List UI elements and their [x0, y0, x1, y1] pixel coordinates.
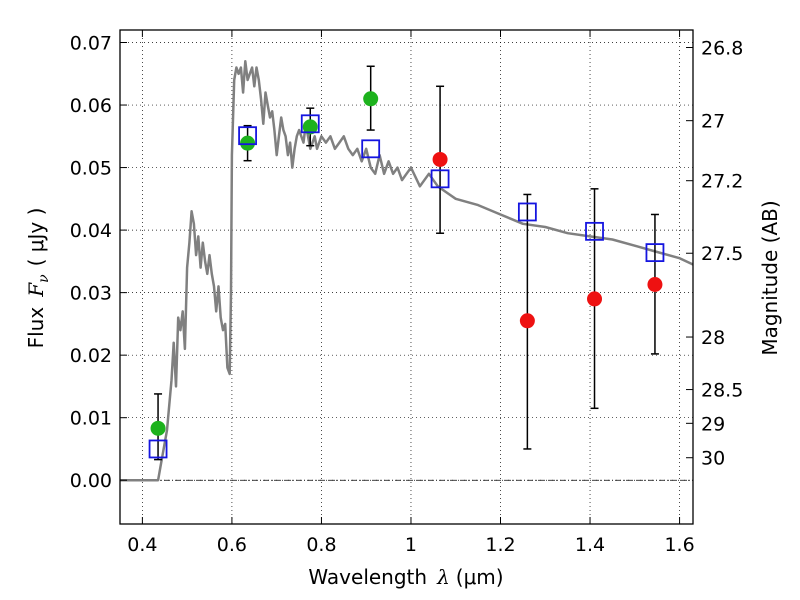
y2-tick-label: 30: [701, 448, 725, 470]
green-data-point: [363, 91, 379, 107]
model-photometry-square: [517, 202, 537, 222]
y-tick-label: 0.02: [70, 345, 112, 367]
y-tick-label: 0.05: [70, 158, 112, 180]
y2-tick-label: 27.2: [701, 171, 743, 193]
y2-tick-label: 28: [701, 327, 725, 349]
model-photometry-square: [238, 126, 257, 146]
green-data-point: [150, 420, 166, 436]
y2-axis-label: Magnitude (AB): [758, 200, 782, 355]
model-photometry-square: [430, 169, 450, 189]
model-photometry-square: [585, 221, 604, 241]
y-tick-label: 0.00: [70, 470, 112, 492]
red-data-point: [519, 313, 535, 329]
y-tick-label: 0.01: [70, 408, 112, 430]
x-axis-label: Wavelength λ (μm): [308, 565, 503, 589]
plot-area: [120, 30, 693, 524]
x-tick-label: 1.2: [485, 534, 515, 556]
y2-tick-label: 28.5: [701, 380, 743, 402]
x-tick-label: 0.4: [127, 534, 157, 556]
model-photometry-square: [148, 439, 168, 459]
red-data-point: [647, 277, 663, 293]
y-tick-label: 0.06: [70, 95, 112, 117]
y2-tick-label: 29: [701, 413, 725, 435]
y-tick-label: 0.04: [70, 220, 112, 242]
y-tick-label: 0.07: [70, 33, 112, 55]
y2-tick-label: 27: [701, 111, 725, 133]
x-tick-label: 1.4: [575, 534, 605, 556]
data-markers: [148, 91, 665, 459]
y2-tick-label: 26.8: [701, 38, 743, 60]
model-photometry-square: [645, 243, 665, 263]
x-tick-label: 0.6: [217, 534, 247, 556]
green-data-point: [240, 135, 256, 151]
y-tick-label: 0.03: [70, 283, 112, 305]
axis-ticks: [120, 30, 693, 524]
y2-tick-label: 27.5: [701, 243, 743, 265]
x-tick-label: 0.8: [306, 534, 336, 556]
y-axis-label: FluxFν( μJy ): [24, 208, 52, 349]
model-photometry-square: [361, 139, 381, 159]
green-data-point: [302, 119, 318, 135]
model-spectrum-line: [120, 60, 694, 482]
plot-border: [119, 29, 694, 525]
x-tick-label: 1: [405, 534, 417, 556]
red-data-point: [587, 291, 603, 307]
tick-labels: 0.4 0.6 0.8 1 1.2 1.4 1.6 0.00 0.01 0.02 0.03 0.04 0…: [70, 33, 744, 556]
x-tick-label: 1.6: [664, 534, 694, 556]
model-photometry-square: [300, 114, 320, 134]
red-data-point: [432, 151, 448, 167]
